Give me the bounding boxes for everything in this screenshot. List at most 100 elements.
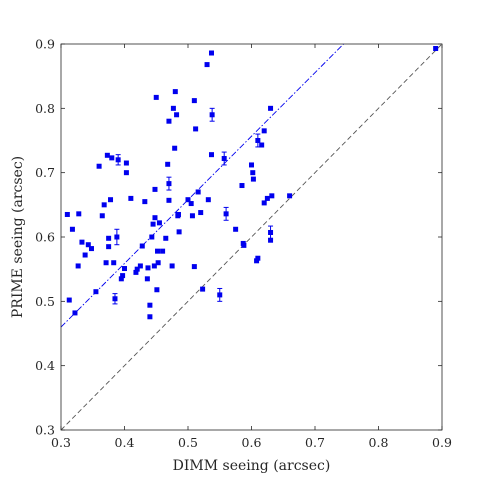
data-point [165, 161, 171, 167]
data-point [75, 263, 81, 269]
data-point [147, 314, 153, 320]
data-point [106, 244, 112, 250]
data-point [254, 258, 260, 264]
data-point [268, 237, 274, 243]
data-point [205, 197, 211, 203]
y-tick-label: 0.7 [35, 165, 55, 180]
data-point [264, 195, 270, 201]
data-point [106, 235, 112, 241]
data-point [259, 142, 265, 148]
data-point [128, 195, 134, 201]
data-point [103, 260, 109, 266]
data-point [151, 263, 157, 269]
x-tick-label: 0.8 [369, 435, 389, 450]
data-point [185, 197, 191, 203]
data-point [204, 62, 210, 68]
y-tick-label: 0.3 [35, 423, 55, 438]
data-point [208, 50, 214, 56]
data-point [198, 210, 204, 216]
data-point [217, 292, 223, 298]
data-point [239, 183, 245, 189]
data-point [268, 105, 274, 111]
data-point [88, 246, 94, 252]
data-point [137, 263, 143, 269]
data-point [79, 239, 85, 245]
data-point [66, 297, 72, 303]
data-point [152, 215, 158, 221]
data-point [108, 197, 114, 203]
data-point [134, 266, 140, 272]
data-point [170, 105, 176, 111]
data-point [133, 269, 139, 275]
data-point [433, 46, 439, 52]
data-point [241, 242, 247, 248]
data-point [195, 189, 201, 195]
data-point [189, 213, 195, 219]
x-tick-label: 0.7 [305, 435, 325, 450]
x-tick-label: 0.5 [178, 435, 198, 450]
x-tick-label: 0.4 [115, 435, 135, 450]
data-point [221, 156, 227, 162]
data-point [172, 89, 178, 95]
data-point [174, 112, 180, 118]
data-point [101, 202, 107, 208]
one-to-one-line [60, 43, 443, 431]
data-point [122, 266, 127, 272]
x-tick-label: 0.9 [432, 435, 452, 450]
data-point [120, 273, 126, 279]
data-points [64, 46, 439, 320]
data-point [145, 265, 151, 271]
data-point [255, 255, 261, 261]
fit-line [60, 43, 344, 328]
data-point [144, 276, 150, 282]
y-tick-label: 0.4 [35, 358, 55, 373]
data-point [142, 199, 148, 205]
data-point [169, 263, 175, 269]
data-point [85, 242, 91, 248]
data-point [208, 152, 214, 158]
data-point [69, 226, 75, 232]
data-point [261, 200, 267, 206]
data-point [109, 155, 115, 161]
data-point [160, 248, 166, 254]
data-point [111, 260, 117, 266]
data-point [93, 289, 99, 295]
y-axis-label: PRIME seeing (arcsec) [10, 156, 26, 318]
data-point [155, 248, 161, 254]
y-tick-label: 0.9 [35, 37, 55, 52]
data-point [150, 221, 156, 227]
data-point [76, 211, 82, 217]
data-point [176, 229, 182, 235]
data-point [112, 296, 118, 302]
data-point [250, 176, 256, 182]
data-point [166, 197, 172, 203]
data-point [114, 234, 120, 240]
data-point [191, 264, 197, 270]
data-point [152, 186, 158, 192]
data-point [200, 286, 206, 292]
data-point [261, 128, 267, 134]
data-point [139, 243, 145, 249]
axis-ticks: 0.3 0.4 0.5 0.6 0.7 0.8 0.9 0.3 0.4 0.5 0.6 0.7 0.8 0… [35, 37, 452, 451]
data-point [175, 211, 181, 217]
data-point [223, 211, 229, 217]
x-tick-label: 0.3 [51, 435, 71, 450]
reference-lines [60, 43, 443, 431]
data-point [123, 170, 129, 176]
data-point [233, 226, 239, 232]
y-tick-label: 0.8 [35, 101, 55, 116]
data-point [82, 252, 88, 258]
data-point [191, 98, 197, 104]
data-point [172, 145, 178, 151]
data-point [96, 163, 102, 169]
data-point [166, 118, 172, 124]
data-point [118, 276, 124, 282]
data-point [155, 260, 161, 266]
data-point [123, 160, 129, 166]
data-point [115, 157, 121, 163]
data-point [72, 310, 78, 316]
x-tick-label: 0.6 [242, 435, 262, 450]
data-point [99, 213, 105, 219]
data-point [268, 229, 274, 235]
